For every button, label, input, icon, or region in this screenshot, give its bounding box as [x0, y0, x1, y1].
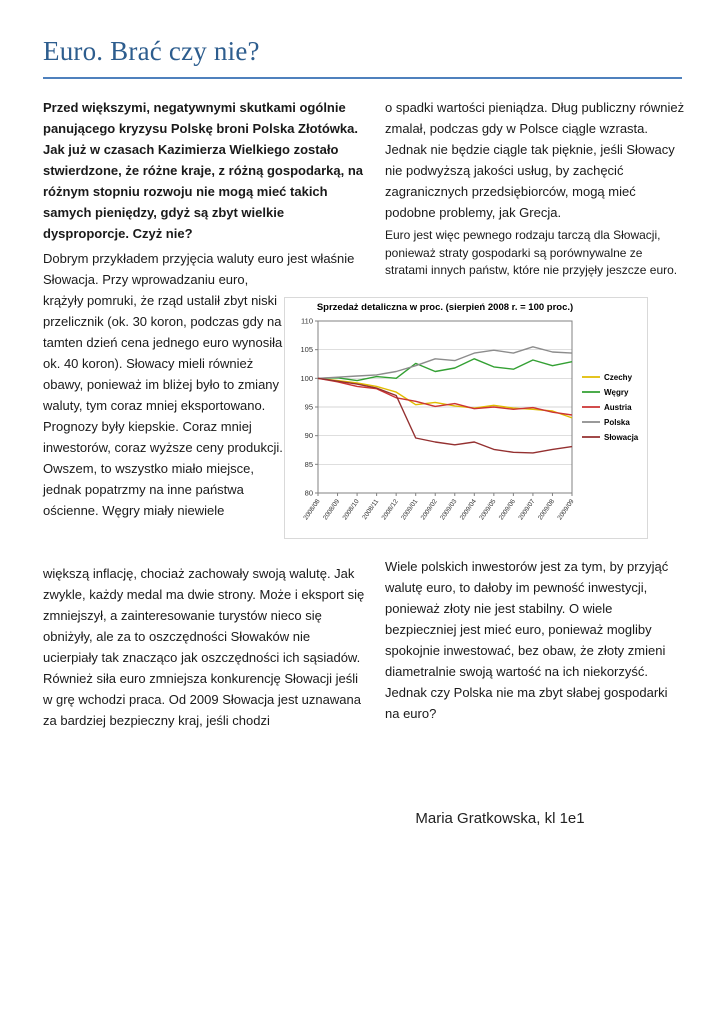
svg-text:110: 110	[301, 317, 313, 326]
series-line-2	[317, 377, 573, 416]
svg-text:80: 80	[305, 489, 313, 498]
chart-title: Sprzedaż detaliczna w proc. (sierpień 20…	[317, 302, 573, 313]
left-paragraph-wide: Dobrym przykładem przyjęcia waluty euro …	[43, 251, 355, 287]
right-paragraph-bottom: Wiele polskich inwestorów jest za tym, b…	[385, 559, 669, 721]
title-rule	[43, 77, 682, 79]
svg-text:90: 90	[305, 431, 313, 440]
series-line-4	[317, 377, 573, 454]
y-axis-labels: 80 85 90 95 100 105 110	[300, 317, 313, 498]
svg-text:85: 85	[305, 460, 313, 469]
series-line-1	[317, 358, 573, 382]
lead-paragraph: Przed większymi, negatywnymi skutkami og…	[43, 100, 364, 241]
legend-label-3: Polska	[604, 418, 630, 427]
right-paragraph-top: o spadki wartości pieniądza. Dług public…	[385, 100, 685, 220]
left-paragraph-bottom: większą inflację, chociaż zachowały swoj…	[43, 566, 365, 728]
svg-text:100: 100	[300, 374, 313, 383]
right-paragraph-small: Euro jest więc pewnego rodzaju tarczą dl…	[385, 228, 678, 277]
retail-sales-chart: 80 85 90 95 100 105 110 2008/08 2008/09 2008/10 20…	[284, 297, 648, 539]
series-lines	[317, 346, 573, 454]
left-paragraph-narrow: krążyły pomruki, że rząd ustalił zbyt ni…	[43, 293, 283, 518]
series-line-0	[317, 377, 573, 419]
page-title: Euro. Brać czy nie?	[43, 36, 260, 66]
chart-frame	[284, 297, 648, 539]
legend-label-4: Słowacja	[604, 433, 639, 442]
legend-label-2: Austria	[604, 403, 632, 412]
svg-text:95: 95	[305, 403, 313, 412]
legend-label-0: Czechy	[604, 373, 633, 382]
author-line: Maria Gratkowska, kl 1e1	[415, 810, 585, 827]
legend-label-1: Węgry	[604, 388, 629, 397]
series-line-3	[317, 346, 573, 379]
svg-text:105: 105	[300, 345, 313, 354]
chart-legend: Czechy Węgry Austria Polska Słowacja	[582, 373, 639, 442]
